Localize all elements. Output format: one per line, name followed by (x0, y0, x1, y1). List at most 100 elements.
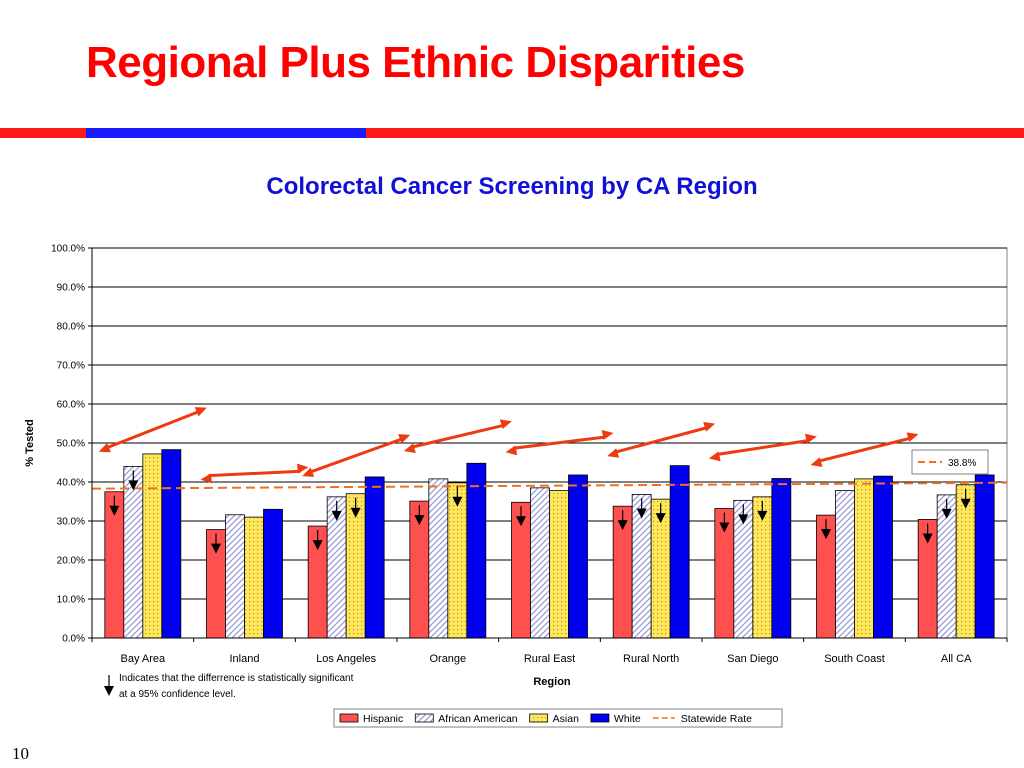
disparity-arrow-head (194, 407, 207, 417)
legend-label: African American (438, 713, 518, 725)
title-rule-red (0, 128, 1024, 138)
bar-african-american (530, 487, 550, 639)
disparity-arrow (208, 469, 301, 478)
significance-arrow (821, 529, 831, 540)
x-tick-label: South Coast (824, 653, 885, 665)
bar-white (364, 476, 385, 639)
bar-asian (142, 453, 163, 639)
note-line-1: Indicates that the differrence is statis… (119, 673, 354, 684)
bar-african-american (225, 514, 245, 639)
bar-asian (854, 478, 874, 639)
significance-arrow (719, 522, 730, 533)
bar-white (771, 478, 792, 639)
bar-white (161, 449, 182, 639)
legend-label: Asian (553, 713, 579, 725)
x-tick-label: Rural East (524, 653, 575, 665)
y-tick-label: 70.0% (57, 361, 85, 372)
significance-arrow (128, 480, 139, 491)
callout-value: 38.8% (948, 458, 976, 469)
significance-arrow (452, 496, 463, 507)
note-line-2: at a 95% confidence level. (119, 689, 236, 700)
significance-arrow (757, 510, 768, 521)
legend-label: White (614, 713, 641, 725)
significance-arrow (350, 507, 361, 518)
significance-arrow (960, 498, 971, 509)
title-rule-blue (86, 128, 366, 138)
bar-white (974, 474, 995, 639)
legend-label: Hispanic (363, 713, 403, 725)
disparity-arrow-head (302, 467, 315, 477)
legend-swatch (414, 713, 434, 723)
bar-white (669, 465, 690, 639)
y-tick-label: 90.0% (57, 283, 85, 294)
x-tick-label: Los Angeles (316, 653, 376, 665)
chart-legend: Hispanic African American Asian White Statew… (333, 708, 783, 728)
disparity-arrow (818, 436, 911, 463)
legend-swatch (529, 713, 549, 723)
disparity-arrow (513, 435, 606, 450)
disparity-arrow (106, 410, 200, 450)
statewide-rate-callout: 38.8% (911, 449, 989, 475)
disparity-arrow-head (708, 451, 721, 462)
legend-label: Statewide Rate (681, 713, 752, 725)
disparity-arrow-head (403, 443, 416, 454)
bar-asian (244, 516, 264, 639)
disparity-arrow (309, 437, 403, 474)
disparity-arrow (614, 426, 708, 454)
significance-arrow (312, 540, 323, 551)
disparity-arrow-head (505, 445, 518, 456)
disparity-arrow-head (703, 422, 716, 432)
legend-swatch (590, 713, 610, 723)
disparity-arrow (716, 439, 810, 457)
y-tick-label: 30.0% (57, 517, 85, 528)
disparity-arrow-head (297, 463, 309, 474)
y-axis-label: % Tested (24, 419, 36, 466)
bar-white (263, 508, 283, 639)
significance-note: Indicates that the differrence is statis… (104, 673, 354, 700)
y-tick-label: 50.0% (57, 439, 85, 450)
bar-african-american (123, 465, 144, 639)
slide-title: Regional Plus Ethnic Disparities (86, 38, 745, 87)
statewide-rate-line (91, 481, 1008, 490)
x-tick-label: Orange (429, 653, 466, 665)
y-tick-label: 40.0% (57, 478, 85, 489)
note-arrow-head (104, 686, 114, 696)
significance-arrow (109, 505, 120, 516)
disparity-arrow-head (398, 434, 411, 444)
x-tick-label: All CA (941, 653, 972, 665)
disparity-arrow-head (810, 457, 823, 467)
bar-white (873, 475, 893, 639)
x-axis-label: Region (533, 676, 571, 688)
disparity-arrow (411, 423, 505, 449)
significance-arrow (941, 508, 952, 519)
significance-arrow (655, 513, 666, 524)
x-tick-label: Inland (230, 653, 260, 665)
significance-arrow (738, 514, 749, 525)
slide-number: 10 (12, 744, 29, 763)
disparity-arrow-head (805, 433, 817, 444)
x-tick-label: Bay Area (121, 653, 167, 665)
significance-arrow (331, 510, 342, 521)
x-tick-label: Rural North (623, 653, 679, 665)
bar-african-american (835, 490, 855, 639)
significance-arrow (211, 543, 221, 554)
bar-white (466, 462, 487, 639)
y-tick-label: 100.0% (51, 244, 85, 255)
disparity-arrow-head (499, 419, 512, 430)
callout-box (911, 449, 989, 475)
bar-african-american (428, 478, 449, 639)
disparity-arrow-head (906, 432, 919, 442)
x-tick-label: San Diego (727, 653, 778, 665)
significance-arrow (636, 508, 647, 519)
legend-swatch (339, 713, 359, 723)
y-tick-label: 0.0% (62, 634, 85, 645)
y-tick-label: 60.0% (57, 400, 85, 411)
significance-arrow (617, 520, 628, 531)
significance-arrow (414, 515, 425, 526)
disparity-arrow-head (601, 429, 614, 440)
disparity-arrow-head (607, 448, 620, 458)
disparity-arrow-head (98, 442, 111, 453)
bar-asian (549, 490, 569, 639)
disparity-arrow-head (200, 473, 212, 484)
